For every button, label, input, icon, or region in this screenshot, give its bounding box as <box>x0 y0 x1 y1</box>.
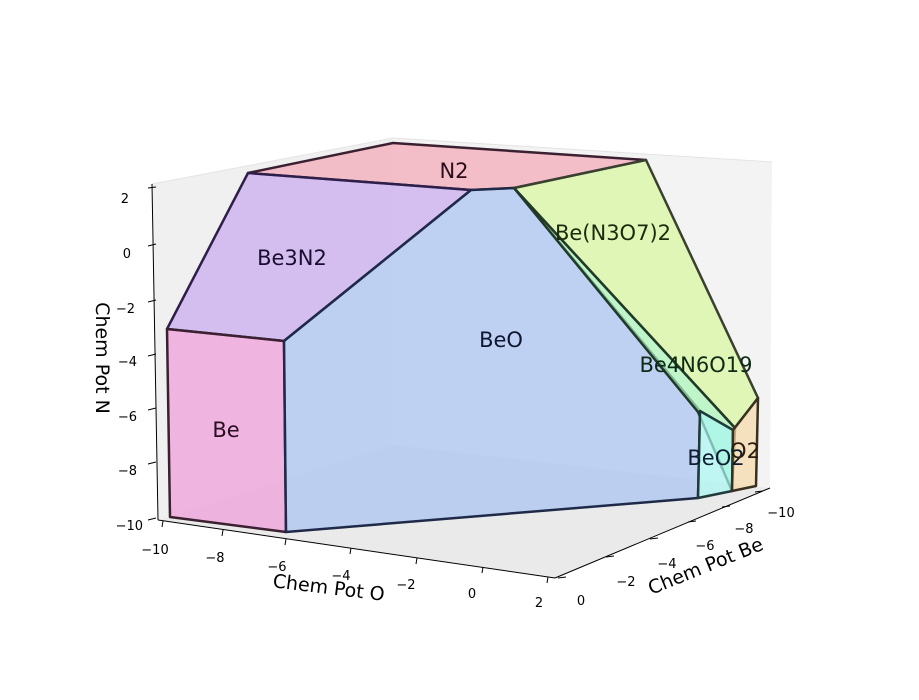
y-tick-mark <box>221 529 224 537</box>
z-tick-mark <box>147 461 157 465</box>
y-tick-mark <box>349 547 352 555</box>
y-tick-mark <box>546 576 549 584</box>
z-axis-ticks <box>147 186 157 521</box>
z-tick-mark <box>147 517 157 521</box>
z-tick-mark <box>147 353 157 357</box>
z-tick-mark <box>147 243 157 247</box>
z-tick-label: 0 <box>123 247 131 262</box>
y-tick-mark <box>481 566 484 574</box>
y-tick-label: −4 <box>331 569 350 584</box>
x-tick-mark <box>605 555 615 558</box>
z-axis-label: Chem Pot N <box>91 302 113 414</box>
x-tick-mark <box>687 520 697 523</box>
y-axis-line <box>157 519 556 579</box>
region-label-n2: N2 <box>439 159 468 183</box>
z-tick-label: −4 <box>118 355 137 370</box>
region-label-o2: O2 <box>730 439 760 463</box>
y-tick-label: −6 <box>267 560 286 575</box>
y-tick-mark <box>284 538 287 546</box>
x-tick-label: −8 <box>734 522 753 537</box>
region-label-be3n2: Be3N2 <box>257 246 327 270</box>
region-label-beo2: BeO2 <box>687 446 744 470</box>
back-edge-1 <box>151 137 394 185</box>
y-tick-label: −10 <box>141 543 168 558</box>
z-tick-mark <box>147 299 157 303</box>
x-tick-label: −6 <box>695 539 714 554</box>
x-tick-label: 0 <box>577 594 585 609</box>
y-tick-mark <box>161 520 164 528</box>
back-edge-2 <box>392 137 773 163</box>
region-label-be4n6o19: Be4N6O19 <box>639 353 752 377</box>
y-tick-label: 0 <box>468 587 476 602</box>
x-axis-line <box>554 487 771 579</box>
region-label-be: Be <box>212 418 239 442</box>
x-tick-mark <box>721 505 731 508</box>
z-tick-label: 2 <box>121 192 129 207</box>
z-tick-mark <box>147 407 157 411</box>
region-label-beo: BeO <box>479 328 523 352</box>
y-tick-label: −2 <box>396 578 415 593</box>
y-tick-mark <box>415 557 418 565</box>
z-axis-line <box>151 183 159 521</box>
z-tick-label: −2 <box>116 302 135 317</box>
region-label-be-n3o7-2: Be(N3O7)2 <box>555 221 671 245</box>
z-tick-label: −8 <box>118 464 137 479</box>
x-tick-mark <box>649 537 659 540</box>
x-tick-mark <box>754 490 764 493</box>
y-axis-label: Chem Pot O <box>272 570 386 606</box>
x-tick-label: −2 <box>616 575 635 590</box>
x-tick-label: −10 <box>767 506 794 521</box>
y-tick-label: 2 <box>535 596 543 611</box>
y-axis-ticks <box>161 520 549 584</box>
x-tick-label: −4 <box>657 557 676 572</box>
region-o2 <box>730 396 760 493</box>
x-tick-mark <box>557 576 567 579</box>
z-tick-mark <box>147 186 157 189</box>
x-axis-ticks <box>557 490 764 579</box>
z-tick-label: −6 <box>118 410 137 425</box>
y-tick-label: −8 <box>205 551 224 566</box>
z-tick-label: −10 <box>116 519 143 534</box>
